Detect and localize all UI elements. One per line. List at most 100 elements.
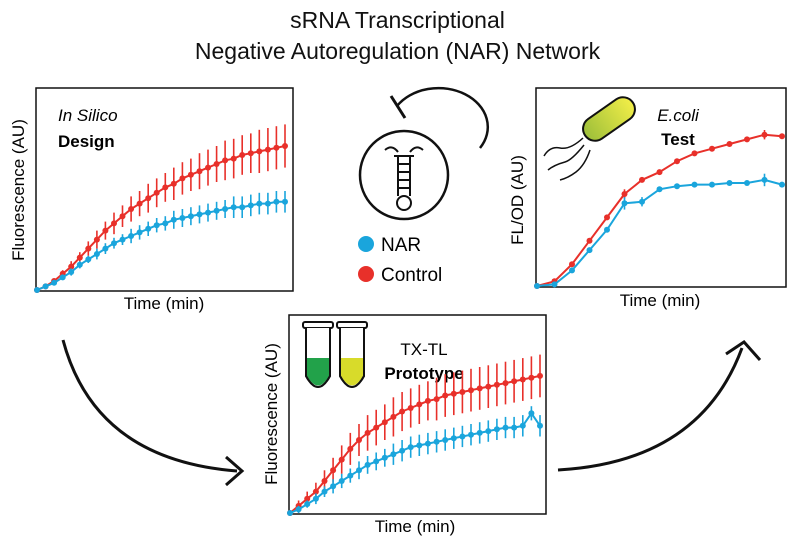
panel-in-silico-label-italic: In Silico [58,106,118,125]
panel-e-coli-frame [535,87,787,288]
e-coli-data-point-nar [726,180,733,186]
e-coli-data-point-nar [744,180,750,186]
tx-tl-data-point-control [356,437,362,443]
test-tubes-icon [302,321,368,388]
tx-tl-data-point-control [407,405,414,411]
in-silico-data-point-nar [119,236,126,243]
tx-tl-data-point-nar [450,435,457,442]
tx-tl-data-point-nar [502,424,509,431]
e-coli-data-point-nar [551,281,558,288]
in-silico-data-point-nar [179,215,186,221]
panel-tx-tl-xlabel: Time (min) [375,517,456,536]
in-silico-data-point-control [239,152,246,158]
legend-marker-nar [358,236,374,252]
in-silico-data-point-control [111,220,117,227]
e-coli-data-point-control [586,237,593,244]
in-silico-data-point-control [282,143,288,149]
panel-tx-tl-ylabel: Fluorescence (AU) [262,343,281,485]
tx-tl-data-point-nar [364,461,371,468]
in-silico-data-point-control [256,148,263,155]
tx-tl-data-point-nar [468,431,474,438]
tx-tl-data-point-control [511,378,518,385]
in-silico-data-point-nar [230,204,237,211]
in-silico-data-point-control [196,168,203,175]
in-silico-data-point-control [153,189,160,196]
in-silico-data-point-control [247,150,254,157]
panel-in-silico-frame [35,87,294,292]
panel-e-coli-xlabel: Time (min) [620,291,701,310]
in-silico-data-point-nar [273,198,280,205]
panel-in-silico-label-bold: Design [58,132,115,151]
e-coli-data-point-control [639,176,645,183]
in-silico-data-point-nar [170,216,177,223]
in-silico-data-point-nar [76,261,83,268]
tx-tl-data-point-nar [519,422,526,429]
in-silico-data-point-control [119,213,126,220]
tx-tl-data-point-nar [511,424,518,431]
e-coli-data-point-control [674,158,680,165]
tx-tl-data-point-control [442,392,449,399]
panel-e-coli-label-bold: Test [661,130,695,149]
panel-e-coli-label-italic: E.coli [657,106,700,125]
e-coli-data-point-nar [534,283,540,289]
panel-tx-tl: TX-TL Prototype Time (min) Fluorescence … [262,314,547,536]
e-coli-data-point-control [569,261,575,268]
tx-tl-data-point-nar [493,426,500,433]
tx-tl-data-point-control [433,396,440,403]
in-silico-data-point-control [102,227,109,234]
tx-tl-data-point-nar [416,442,423,449]
in-silico-data-point-nar [222,206,229,212]
in-silico-data-point-control [85,245,92,252]
e-coli-data-point-nar [656,186,663,193]
tx-tl-data-point-nar [304,501,311,508]
e-coli-data-point-nar [779,181,785,188]
tx-tl-data-point-nar [433,438,440,445]
tx-tl-data-point-nar [476,429,483,436]
e-coli-data-point-nar [761,176,768,183]
srna-circle-outline [358,129,450,221]
tx-tl-series-line-nar [289,411,541,514]
in-silico-data-point-nar [256,200,263,207]
legend-marker-control [358,266,374,282]
e-coli-data-point-nar [639,198,645,205]
e-coli-data-point-control [691,150,698,157]
in-silico-data-point-nar [111,240,117,247]
tx-tl-data-point-control [381,419,388,426]
figure-title-line-2: Negative Autoregulation (NAR) Network [194,38,601,64]
tx-tl-data-point-nar [399,447,406,454]
tx-tl-data-point-control [528,374,535,381]
in-silico-data-point-nar [239,204,246,211]
in-silico-data-point-nar [102,245,109,252]
negative-feedback-arrow-icon [396,86,490,149]
tx-tl-data-point-nar [442,437,449,443]
in-silico-data-point-nar [187,213,194,220]
e-coli-data-point-control [744,136,750,143]
tx-tl-data-point-control [338,456,345,463]
in-silico-data-point-nar [59,274,66,281]
tx-tl-data-point-nar [287,510,293,516]
in-silico-data-point-nar [128,233,135,239]
in-silico-data-point-control [128,206,135,212]
in-silico-data-point-nar [145,225,152,232]
ecoli-cell-icon [543,96,636,181]
repression-bar-icon [389,95,407,119]
tx-tl-data-point-control [347,445,354,452]
tx-tl-data-point-control [537,372,543,379]
in-silico-data-point-control [93,236,100,243]
tx-tl-data-point-control [485,383,492,390]
e-coli-data-point-nar [674,183,680,190]
legend-label-control: Control [381,265,442,286]
tx-tl-data-point-control [468,387,474,394]
tx-tl-data-point-control [502,380,509,387]
tx-tl-data-point-control [390,413,397,420]
tx-tl-data-point-nar [537,422,543,429]
panel-tx-tl-label-plain: TX-TL [400,340,447,359]
panel-tx-tl-label-bold: Prototype [384,364,463,383]
panel-in-silico-plot [34,124,288,293]
tx-tl-data-point-nar [356,467,362,474]
in-silico-data-point-control [213,161,220,167]
panel-e-coli-plot [534,130,785,289]
in-silico-data-point-nar [205,209,211,216]
e-coli-data-point-control [621,191,628,197]
e-coli-data-point-nar [621,200,628,207]
